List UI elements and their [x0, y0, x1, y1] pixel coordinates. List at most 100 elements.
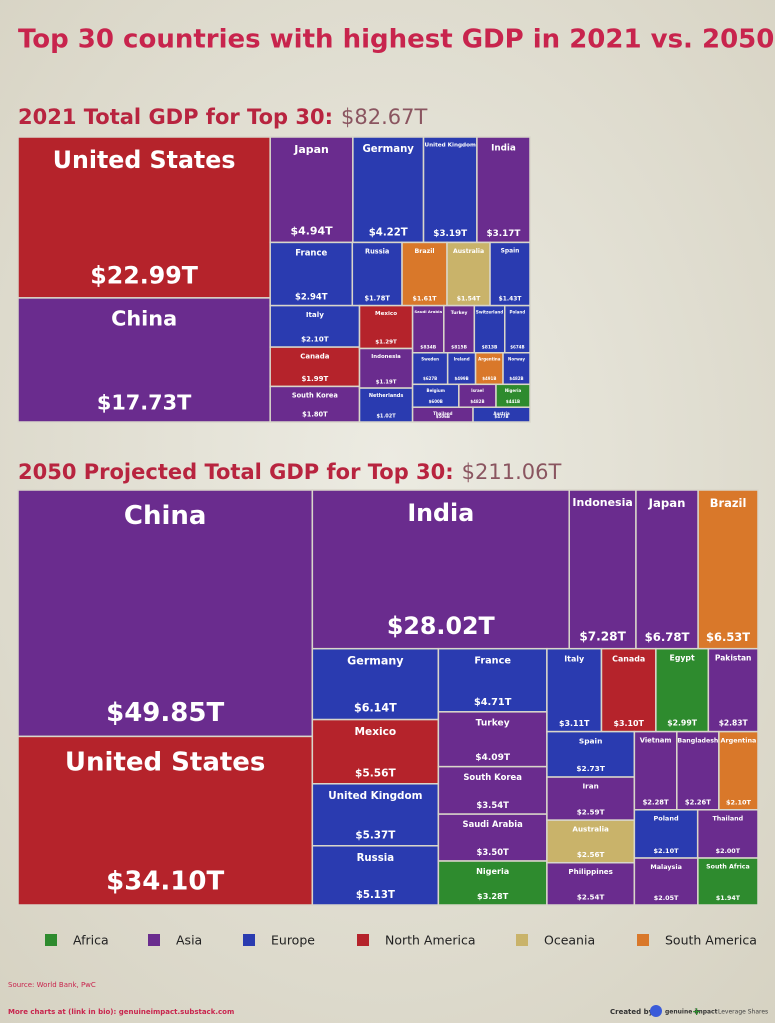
tile-name: Austria: [493, 411, 510, 416]
legend-swatch: [357, 934, 369, 946]
tile: [546, 647, 603, 733]
tile: [473, 304, 506, 354]
tile: [269, 136, 354, 244]
legend-label: South America: [665, 933, 757, 948]
page-title: Top 30 countries with highest GDP in 202…: [18, 25, 774, 55]
section-total: $211.06T: [462, 460, 562, 484]
tile-name: Bangladesh: [677, 737, 718, 744]
tile-value: $7.28T: [579, 630, 626, 644]
tile: [17, 136, 271, 299]
tile-name: Mexico: [355, 726, 397, 738]
tile-value: $22.99T: [90, 261, 198, 289]
tile-value: $482B: [509, 376, 523, 381]
legend-label: Europe: [271, 933, 315, 948]
tile-value: $2.56T: [577, 850, 605, 859]
tile-value: $482B: [470, 399, 484, 404]
tile-name: Thailand: [433, 411, 453, 416]
tile-value: $6.78T: [645, 630, 690, 644]
tile-name: Russia: [357, 853, 395, 864]
tile-value: $2.99T: [667, 718, 698, 727]
tile-value: $441B: [506, 399, 520, 404]
tile-name: France: [474, 655, 511, 666]
tile-name: Canada: [300, 352, 329, 360]
tile-value: $3.28T: [477, 891, 509, 901]
tile: [697, 489, 759, 650]
tile-name: Russia: [365, 247, 389, 255]
tile-name: Philippines: [568, 867, 613, 876]
legend-swatch: [243, 934, 255, 946]
tile-name: Indonesia: [371, 354, 401, 360]
tile: [546, 776, 636, 821]
tile-name: Iran: [583, 782, 599, 791]
tile: [269, 304, 361, 348]
section-title: 2050 Projected Total GDP for Top 30:: [18, 460, 454, 484]
tile-value: $674B: [510, 345, 524, 350]
tile-value: $834B: [420, 345, 437, 351]
tile: [676, 730, 720, 811]
tile-value: $3.50T: [477, 847, 509, 857]
created-by: Created by: [610, 1008, 654, 1016]
tile: [446, 352, 477, 386]
tile-name: Brazil: [415, 248, 435, 255]
tile-name: Brazil: [710, 496, 747, 510]
tile: [437, 813, 548, 862]
brand: genuine impact: [665, 1009, 718, 1016]
tile-value: $815B: [451, 345, 467, 351]
tile: [358, 387, 414, 423]
tile: [635, 489, 699, 650]
source: Source: World Bank, PwC: [8, 981, 96, 989]
tile-name: United Kingdom: [425, 143, 476, 149]
tile-value: $1.19T: [376, 379, 397, 385]
tile-name: United States: [65, 747, 266, 777]
tile-name: India: [407, 499, 474, 527]
tile: [269, 241, 354, 307]
legend-swatch: [148, 934, 160, 946]
tile-name: Mexico: [375, 311, 397, 317]
tile: [718, 730, 759, 811]
tile: [443, 304, 476, 354]
tile: [311, 718, 440, 785]
tile-name: Italy: [306, 310, 324, 319]
tile-value: $1.61T: [412, 296, 437, 303]
tile: [697, 857, 759, 906]
tile-value: $5.56T: [355, 767, 396, 779]
tile-value: $4.22T: [369, 227, 408, 238]
tile: [17, 489, 314, 738]
tile-name: Norway: [508, 356, 525, 361]
tile: [707, 647, 759, 733]
tile-name: Nigeria: [505, 388, 522, 393]
tile-name: Netherlands: [369, 393, 404, 399]
tile: [502, 352, 531, 386]
section-total: $82.67T: [341, 105, 427, 129]
tile-value: $1.02T: [376, 414, 396, 420]
tile-value: $499B: [455, 376, 469, 381]
tile-value: $2.94T: [295, 291, 328, 301]
tile-name: Saudi Arabia: [414, 309, 442, 314]
tile: [446, 241, 491, 307]
tile-name: Belgium: [427, 388, 445, 393]
tile-value: $5.13T: [356, 890, 395, 901]
tile-value: $600B: [429, 399, 443, 404]
tile-name: Australia: [572, 825, 609, 834]
tile-value: $1.54T: [457, 296, 481, 303]
tile-name: Argentina: [478, 356, 501, 361]
tile-name: Argentina: [720, 736, 756, 744]
tile-name: China: [124, 501, 207, 531]
tile-name: United Kingdom: [328, 790, 422, 802]
legend-label: North America: [385, 933, 476, 948]
tile-value: $34.10T: [106, 867, 224, 897]
plus: +: [692, 1005, 701, 1018]
tile-value: $28.02T: [387, 612, 496, 640]
tile-value: $3.11T: [559, 719, 590, 728]
tile: [422, 136, 478, 244]
tile-value: $3.19T: [433, 229, 467, 239]
tile-value: $3.54T: [476, 800, 509, 810]
tile-name: Ireland: [454, 356, 470, 361]
tile-name: Germany: [347, 655, 404, 668]
tile-value: $6.14T: [354, 702, 397, 715]
tile-value: $491B: [482, 376, 496, 381]
tile-value: $2.83T: [719, 719, 749, 728]
tile-value: $477B: [494, 414, 508, 419]
tile-value: $2.26T: [685, 798, 711, 806]
